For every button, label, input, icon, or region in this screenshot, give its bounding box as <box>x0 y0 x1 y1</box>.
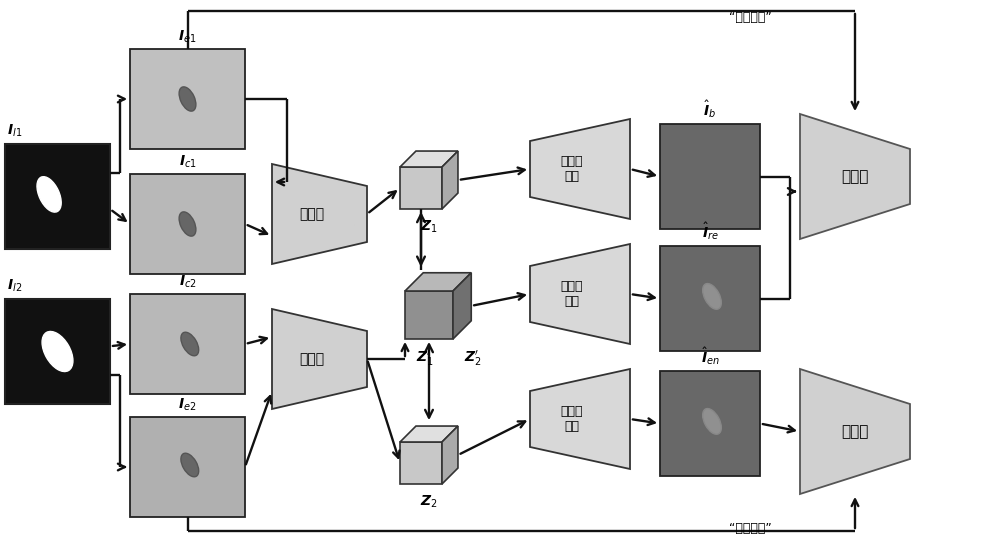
Ellipse shape <box>42 331 73 371</box>
Text: $\boldsymbol{I}_{c2}$: $\boldsymbol{I}_{c2}$ <box>179 274 196 290</box>
Text: $\hat{\boldsymbol{I}}_{re}$: $\hat{\boldsymbol{I}}_{re}$ <box>702 220 718 242</box>
Text: 编码器: 编码器 <box>299 352 324 366</box>
Bar <box>130 49 245 149</box>
Ellipse shape <box>703 409 721 434</box>
Text: $\boldsymbol{I}_{e1}$: $\boldsymbol{I}_{e1}$ <box>178 29 197 45</box>
Text: $\boldsymbol{Z}_2'$: $\boldsymbol{Z}_2'$ <box>464 349 482 368</box>
Text: $\boldsymbol{I}_{c1}$: $\boldsymbol{I}_{c1}$ <box>179 154 196 170</box>
Polygon shape <box>272 309 367 409</box>
Text: 融合解
码器: 融合解 码器 <box>561 280 583 308</box>
Bar <box>130 174 245 274</box>
Ellipse shape <box>179 212 196 236</box>
Polygon shape <box>453 273 471 339</box>
Polygon shape <box>800 114 910 239</box>
Polygon shape <box>400 151 458 167</box>
Polygon shape <box>530 244 630 344</box>
Ellipse shape <box>37 177 61 212</box>
Text: 编码器: 编码器 <box>299 207 324 221</box>
Polygon shape <box>442 426 458 484</box>
Text: $\boldsymbol{I}_{l1}$: $\boldsymbol{I}_{l1}$ <box>7 122 22 139</box>
Ellipse shape <box>181 332 199 356</box>
Bar <box>5 144 110 249</box>
Ellipse shape <box>179 87 196 111</box>
Text: $\boldsymbol{I}_{l2}$: $\boldsymbol{I}_{l2}$ <box>7 278 22 294</box>
Bar <box>400 442 442 484</box>
Polygon shape <box>530 119 630 219</box>
Text: $\boldsymbol{Z}_1$: $\boldsymbol{Z}_1$ <box>420 219 438 236</box>
Bar <box>400 167 442 209</box>
Polygon shape <box>272 164 367 264</box>
Text: $\boldsymbol{I}_{e2}$: $\boldsymbol{I}_{e2}$ <box>178 397 197 413</box>
Polygon shape <box>442 151 458 209</box>
Text: $\hat{\boldsymbol{I}}_{en}$: $\hat{\boldsymbol{I}}_{en}$ <box>701 345 719 367</box>
Bar <box>660 124 760 229</box>
Bar <box>130 294 245 394</box>
Bar <box>660 371 760 476</box>
Text: $\boldsymbol{Z}_2$: $\boldsymbol{Z}_2$ <box>420 494 438 510</box>
Polygon shape <box>800 369 910 494</box>
Text: 重构解
码器: 重构解 码器 <box>561 155 583 183</box>
Text: “增强图像”: “增强图像” <box>729 522 771 536</box>
Polygon shape <box>530 369 630 469</box>
Polygon shape <box>400 426 458 442</box>
Polygon shape <box>405 273 471 291</box>
Bar <box>405 291 453 339</box>
Text: 增强解
码器: 增强解 码器 <box>561 405 583 433</box>
Bar <box>130 417 245 517</box>
Ellipse shape <box>181 453 199 477</box>
Text: $\hat{\boldsymbol{I}}_b$: $\hat{\boldsymbol{I}}_b$ <box>703 98 717 120</box>
Text: “增强图像”: “增强图像” <box>729 10 771 24</box>
Bar <box>660 246 760 351</box>
Bar <box>5 299 110 404</box>
Text: 判别器: 判别器 <box>841 424 869 439</box>
Text: 判别器: 判别器 <box>841 169 869 184</box>
Text: $\boldsymbol{Z}_1'$: $\boldsymbol{Z}_1'$ <box>416 349 434 368</box>
Ellipse shape <box>703 284 721 309</box>
